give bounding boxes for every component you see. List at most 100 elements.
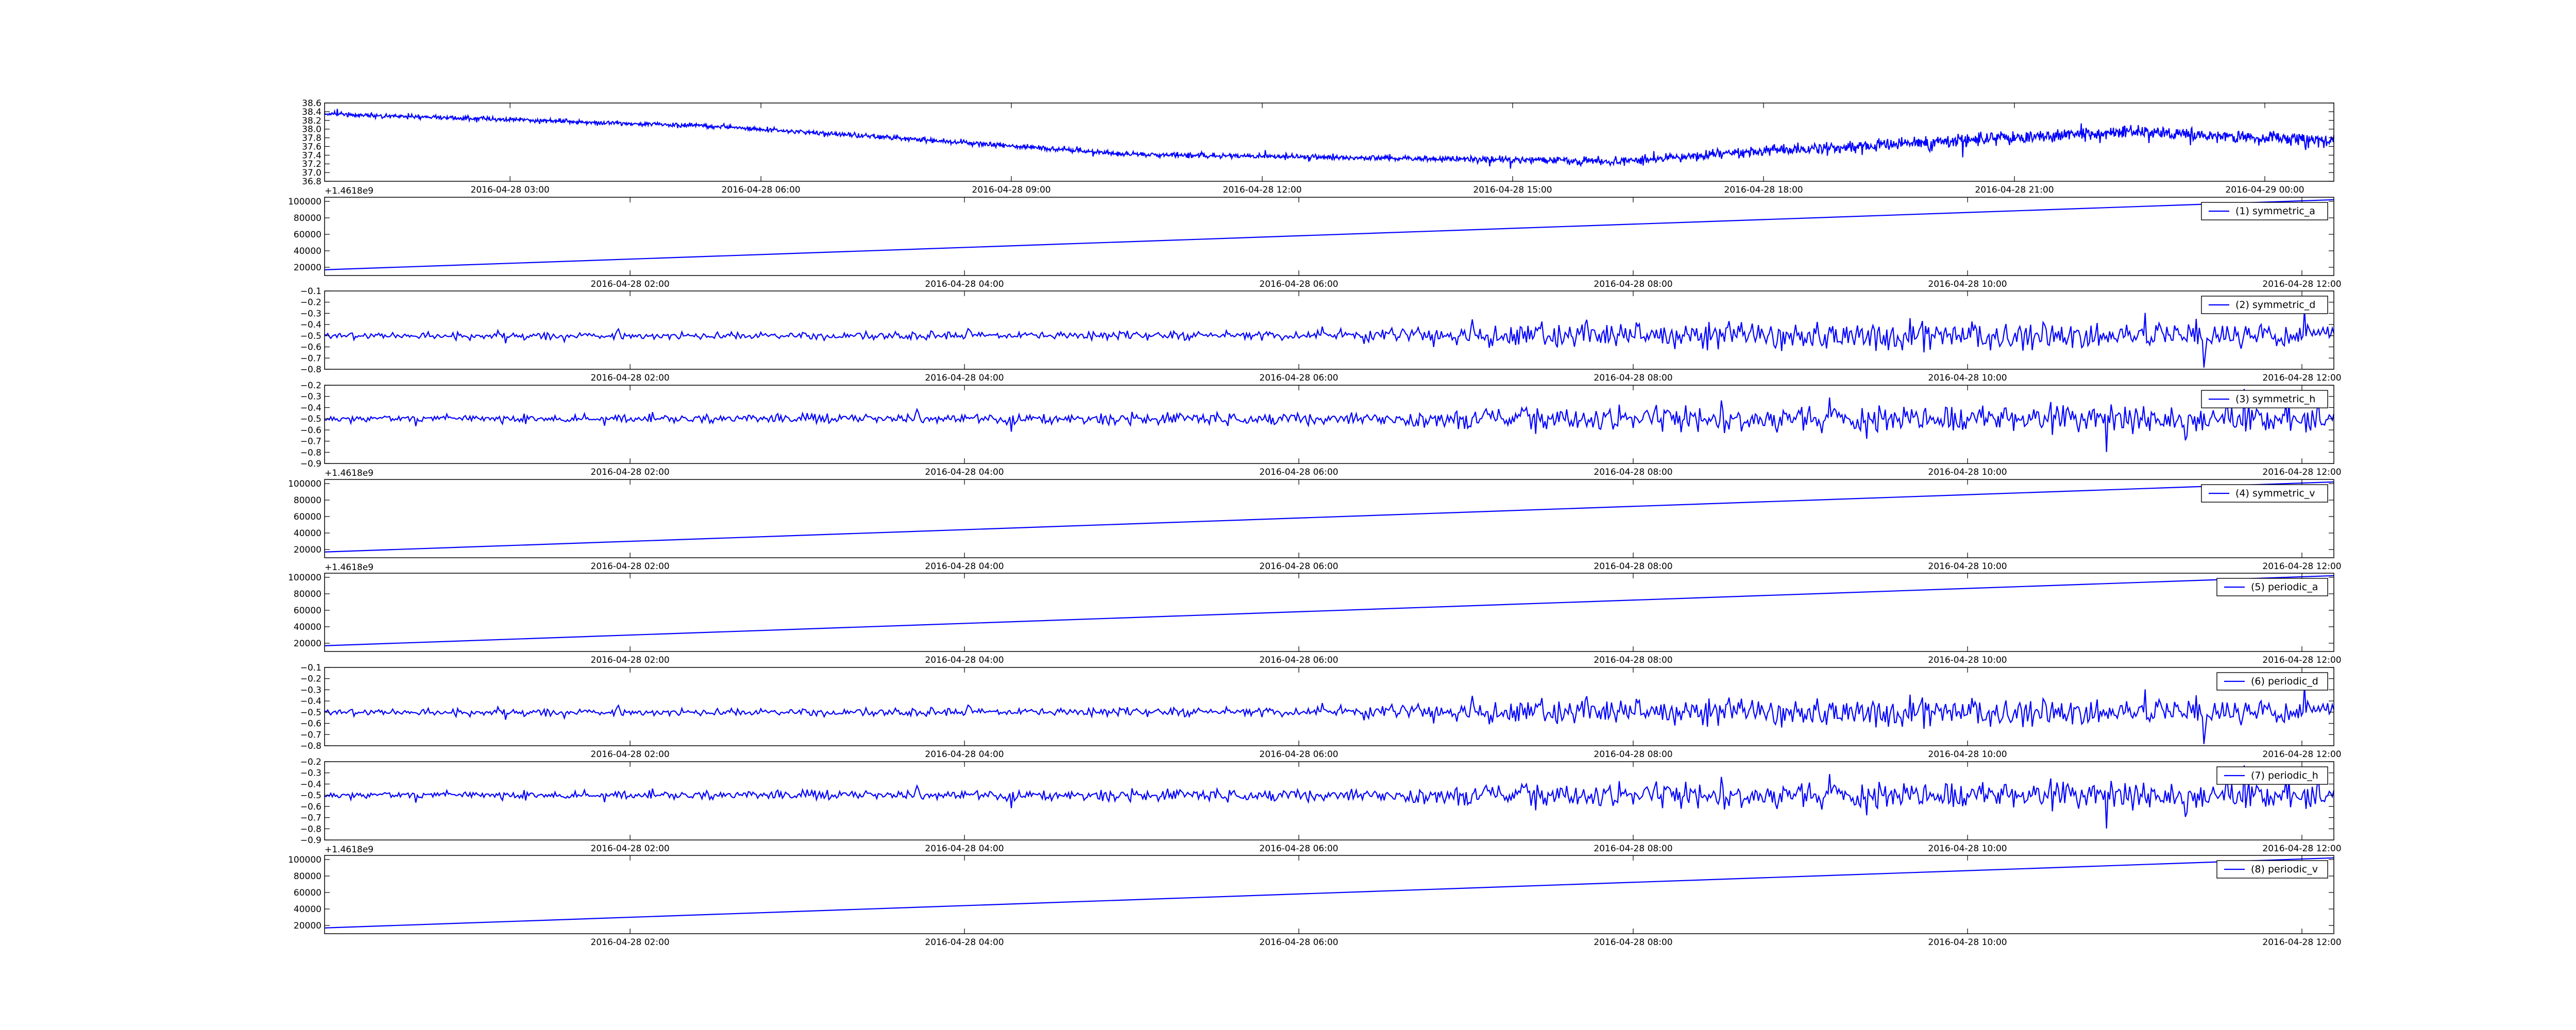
y-tick-label: −0.7 [300,813,321,823]
y-tick-label: 20000 [294,263,321,273]
x-tick-label: 2016-04-28 12:00 [2262,467,2341,477]
y-tick-label: 20000 [294,639,321,649]
y-tick-label: −0.4 [300,779,321,789]
legend: (7) periodic_h [2216,766,2328,785]
axes-frame [324,197,2334,276]
x-tick-label: 2016-04-28 08:00 [1594,561,1672,572]
x-offset-label: +1.4618e9 [325,186,374,196]
y-tick-label: 60000 [294,606,321,616]
y-tick-label: 38.2 [302,116,321,126]
x-tick-label: 2016-04-28 06:00 [1259,373,1338,383]
x-offset-label: +1.4618e9 [325,845,374,855]
x-tick-label: 2016-04-28 02:00 [590,655,669,665]
x-tick-label: 2016-04-28 03:00 [470,185,549,195]
y-tick-label: −0.3 [300,308,321,319]
x-tick-label: 2016-04-28 10:00 [1928,279,2007,289]
x-tick-label: 2016-04-28 02:00 [590,467,669,477]
y-tick-label: −0.6 [300,802,321,812]
panel-4: −0.9−0.8−0.7−0.6−0.5−0.4−0.3−0.2 2016-04-… [300,381,2342,478]
y-tick-label: −0.5 [300,331,321,341]
series-line [324,389,2335,452]
legend: (1) symmetric_a [2201,202,2328,220]
x-tick-label: 2016-04-28 10:00 [1928,561,2007,572]
x-offset-label: +1.4618e9 [325,562,374,573]
y-tick-label: −0.3 [300,392,321,402]
panel-3: −0.8−0.7−0.6−0.5−0.4−0.3−0.2−0.1 2016-04-… [300,286,2342,383]
y-tick-label: 100000 [288,573,321,583]
x-offset-label: +1.4618e9 [325,468,374,478]
y-tick-label: −0.6 [300,425,321,436]
y-tick-label: −0.2 [300,674,321,684]
panel-5: 20000 40000 60000 80000 100000 2016-04-28 02:… [288,479,2342,573]
x-tick-label: 2016-04-29 00:00 [2225,185,2304,195]
x-tick-label: 2016-04-28 04:00 [925,561,1004,572]
x-tick-label: 2016-04-28 06:00 [721,185,800,195]
y-tick-label: −0.3 [300,768,321,779]
legend-label: (2) symmetric_d [2235,299,2315,311]
x-tick-label: 2016-04-28 12:00 [2262,844,2341,854]
y-tick-label: 60000 [294,888,321,898]
x-tick-label: 2016-04-28 04:00 [925,467,1004,477]
x-tick-label: 2016-04-28 08:00 [1594,749,1672,760]
x-tick-label: 2016-04-28 08:00 [1594,373,1672,383]
y-tick-label: 38.4 [302,107,321,117]
y-tick-label: −0.1 [300,663,321,673]
x-tick-label: 2016-04-28 04:00 [925,279,1004,289]
y-tick-label: −0.3 [300,685,321,695]
panel-7: −0.8−0.7−0.6−0.5−0.4−0.3−0.2−0.1 2016-04-… [300,663,2342,760]
x-tick-label: 2016-04-28 04:00 [925,655,1004,665]
legend: (8) periodic_v [2216,860,2328,879]
y-tick-label: −0.2 [300,381,321,391]
axes-frame [324,102,2334,182]
series-line [324,308,2335,368]
x-tick-label: 2016-04-28 08:00 [1594,844,1672,854]
y-tick-label: 20000 [294,545,321,555]
x-tick-label: 2016-04-28 10:00 [1928,373,2007,383]
x-tick-label: 2016-04-28 10:00 [1928,844,2007,854]
legend: (5) periodic_a [2216,578,2328,596]
y-tick-label: 40000 [294,528,321,539]
x-tick-label: 2016-04-28 06:00 [1259,937,1338,948]
panel-8: −0.9−0.8−0.7−0.6−0.5 −0.4−0.3−0.2 2016-04-… [300,757,2342,855]
x-tick-label: 2016-04-28 12:00 [2262,655,2341,665]
y-tick-label: −0.7 [300,730,321,740]
x-tick-label: 2016-04-28 08:00 [1594,467,1672,477]
x-tick-label: 2016-04-28 12:00 [1223,185,1301,195]
y-tick-label: 80000 [294,589,321,599]
x-tick-label: 2016-04-28 06:00 [1259,749,1338,760]
x-tick-label: 2016-04-28 04:00 [925,844,1004,854]
y-tick-label: 38.0 [302,125,321,135]
y-tick-label: 37.2 [302,159,321,169]
series-line [324,481,2334,553]
y-tick-label: 37.8 [302,133,321,144]
y-tick-label: −0.4 [300,403,321,413]
y-tick-label: 20000 [294,921,321,931]
axes-frame [324,290,2334,370]
x-tick-label: 2016-04-28 04:00 [925,749,1004,760]
y-tick-label: −0.2 [300,298,321,308]
series-line [324,199,2334,270]
series-line [324,109,2335,169]
axes-frame [324,761,2334,840]
y-tick-label: −0.8 [300,365,321,375]
x-tick-label: 2016-04-28 06:00 [1259,844,1338,854]
legend: (4) symmetric_v [2201,484,2328,503]
x-tick-label: 2016-04-28 08:00 [1594,937,1672,948]
axes-frame [324,855,2334,934]
legend: (3) symmetric_h [2201,390,2328,408]
y-tick-label: −0.4 [300,320,321,330]
x-tick-label: 2016-04-28 02:00 [590,749,669,760]
y-tick-label: 40000 [294,904,321,915]
y-tick-label: 37.4 [302,150,321,161]
legend-label: (3) symmetric_h [2235,393,2315,405]
series-line [324,765,2335,829]
y-tick-label: 100000 [288,197,321,207]
y-tick-label: 37.0 [302,168,321,178]
y-tick-label: −0.9 [300,459,321,469]
x-tick-label: 2016-04-28 12:00 [2262,561,2341,572]
x-tick-label: 2016-04-28 06:00 [1259,279,1338,289]
x-tick-label: 2016-04-28 02:00 [590,373,669,383]
legend-label: (7) periodic_h [2251,770,2318,781]
legend: (6) periodic_d [2216,672,2328,691]
y-tick-label: −0.2 [300,757,321,767]
